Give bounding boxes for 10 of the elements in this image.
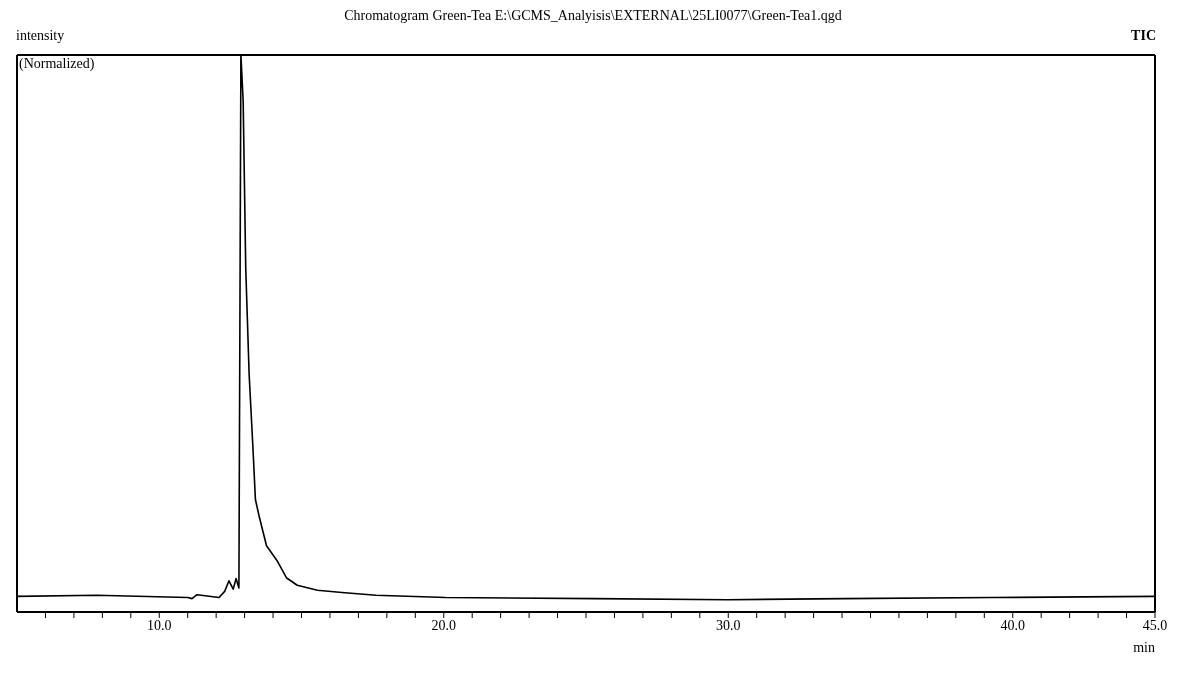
x-axis-title: min (1133, 640, 1155, 655)
chart-title: Chromatogram Green-Tea E:\GCMS_Analyisis\EXTERNAL\25LI0077\Green-Tea1.qgd (343, 8, 843, 25)
text: TIC (1131, 28, 1156, 44)
x-tick-label: 45.0 (1142, 617, 1168, 633)
y-axis-title: intensity (16, 28, 65, 44)
x-tick-label: 30.0 (716, 617, 741, 633)
x-tick-label: 10.0 (147, 617, 172, 633)
x-tick-label: 40.0 (1000, 617, 1025, 633)
annotation: (Normalized) (19, 56, 95, 72)
x-tick-label: 20.0 (431, 617, 456, 633)
